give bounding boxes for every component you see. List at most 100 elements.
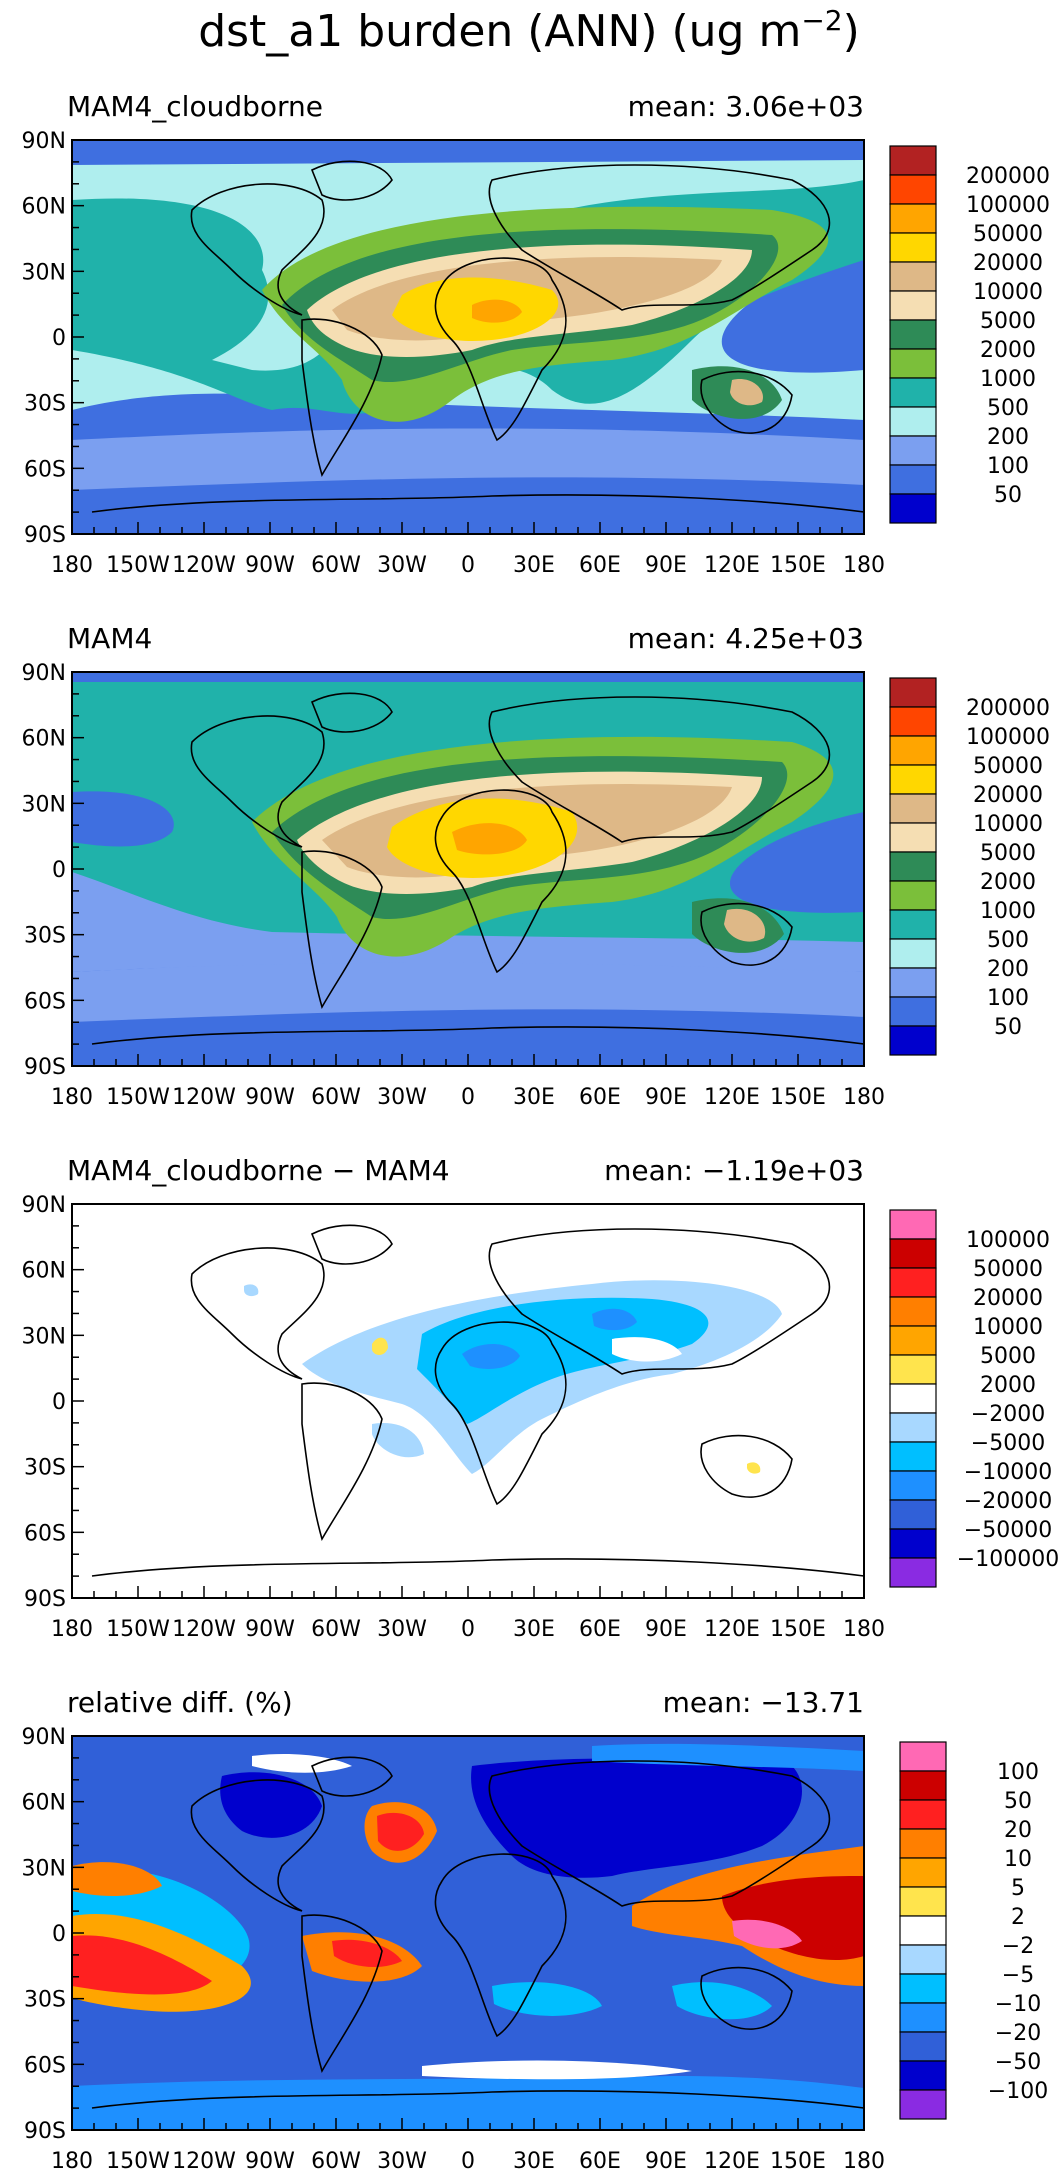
colorbar-swatch — [889, 1325, 937, 1356]
lon-tick-label: 150E — [770, 1085, 826, 1110]
lat-tick-label: 60N — [22, 1791, 66, 1816]
map-field — [72, 1204, 864, 1598]
lon-tick-label: 60W — [311, 2149, 361, 2174]
colorbar: 100 50 20 10 5 2 −2 −5 −10 −20 −50 −100 — [899, 1741, 1048, 2120]
colorbar-label: 5000 — [980, 841, 1036, 866]
colorbar-swatch — [889, 406, 937, 437]
colorbar-label: −2 — [1002, 1934, 1034, 1959]
lon-tick-label: 150W — [106, 2149, 170, 2174]
lat-tick-label: 30S — [24, 392, 66, 417]
lon-tick-label: 180 — [843, 2149, 885, 2174]
lon-tick-label: 180 — [51, 553, 93, 578]
colorbar-label: 20 — [1004, 1818, 1032, 1843]
lon-tick-label: 120E — [704, 2149, 760, 2174]
lon-tick-label: 30E — [513, 1617, 555, 1642]
lon-tick-label: 150E — [770, 1617, 826, 1642]
lat-tick-label: 90S — [24, 1587, 66, 1612]
coastlines — [91, 1756, 865, 2109]
colorbar-label: 50000 — [973, 222, 1043, 247]
colorbar-swatch — [889, 996, 937, 1027]
colorbar-swatch — [889, 1470, 937, 1501]
lon-tick-label: 90E — [645, 2149, 687, 2174]
colorbar-label: 10000 — [973, 1315, 1043, 1340]
figure-title-exponent: −2 — [801, 4, 842, 37]
colorbar: 100000 50000 20000 10000 5000 2000 −2000 −5000 −… — [889, 1209, 1058, 1588]
colorbar-swatch — [889, 493, 937, 524]
colorbar-label: 20000 — [973, 251, 1043, 276]
colorbar-swatch — [889, 1267, 937, 1298]
panel-cloudborne: MAM4_cloudborne mean: 3.06e+03 — [22, 90, 1050, 578]
latitude-axis: 90N 60N 30N 0 30S 60S 90S — [22, 1193, 84, 1612]
panel-left-title: MAM4_cloudborne − MAM4 — [67, 1154, 450, 1187]
colorbar-swatch — [899, 1828, 947, 1859]
colorbar-label: −10000 — [964, 1460, 1052, 1485]
lon-tick-label: 150E — [770, 2149, 826, 2174]
lat-tick-label: 90N — [22, 129, 66, 154]
lon-tick-label: 150W — [106, 1085, 170, 1110]
lat-tick-label: 90S — [24, 2119, 66, 2144]
colorbar-label: 10000 — [973, 812, 1043, 837]
colorbar-label: 5000 — [980, 309, 1036, 334]
lat-tick-label: 60S — [24, 2053, 66, 2078]
lat-tick-label: 30S — [24, 1456, 66, 1481]
colorbar-swatch — [889, 851, 937, 882]
colorbar-swatch — [899, 2002, 947, 2033]
lat-tick-label: 60S — [24, 457, 66, 482]
lat-tick-label: 0 — [52, 1390, 66, 1415]
colorbar-swatch — [899, 1770, 947, 1801]
map-field — [72, 1736, 864, 2130]
panel-mam4: MAM4 mean: 4.25e+03 — [22, 622, 1050, 1110]
lon-tick-label: 0 — [461, 1617, 475, 1642]
lon-tick-label: 30E — [513, 1085, 555, 1110]
lon-tick-label: 180 — [51, 1617, 93, 1642]
lon-tick-label: 180 — [843, 1085, 885, 1110]
colorbar-swatch — [889, 435, 937, 466]
colorbar-swatch — [889, 677, 937, 708]
colorbar-swatch — [889, 290, 937, 321]
lat-tick-label: 90N — [22, 1725, 66, 1750]
lon-tick-label: 0 — [461, 2149, 475, 2174]
colorbar-swatch — [889, 1354, 937, 1385]
colorbar-swatch — [889, 1296, 937, 1327]
colorbar-swatch — [889, 1383, 937, 1414]
panel-left-title: MAM4_cloudborne — [67, 90, 323, 123]
lat-tick-label: 0 — [52, 326, 66, 351]
lon-tick-label: 90W — [245, 553, 295, 578]
lon-tick-label: 150E — [770, 553, 826, 578]
colorbar-swatch — [889, 1499, 937, 1530]
colorbar-swatch — [889, 1238, 937, 1269]
colorbar-swatch — [889, 1557, 937, 1588]
lon-tick-label: 120W — [172, 2149, 236, 2174]
lat-tick-label: 60N — [22, 727, 66, 752]
map-plot: 90N 60N 30N 0 30S 60S 90S 180 150W 120W 90W 60W 30W… — [22, 1725, 885, 2174]
panel-mean-label: mean: 4.25e+03 — [628, 622, 864, 655]
colorbar-swatch — [899, 1799, 947, 1830]
lon-tick-label: 0 — [461, 553, 475, 578]
panel-mean-label: mean: −1.19e+03 — [604, 1154, 864, 1187]
lon-tick-label: 30W — [377, 553, 427, 578]
colorbar-label: −5 — [1002, 1963, 1034, 1988]
colorbar-label: −50000 — [964, 1518, 1052, 1543]
colorbar-label: 2000 — [980, 1373, 1036, 1398]
colorbar-swatch — [889, 261, 937, 292]
lon-tick-label: 90E — [645, 1617, 687, 1642]
colorbar-swatch — [899, 2060, 947, 2091]
lon-tick-label: 90W — [245, 1617, 295, 1642]
colorbar-label: 5000 — [980, 1344, 1036, 1369]
colorbar-label: 50 — [994, 483, 1022, 508]
colorbar-label: 100 — [987, 454, 1029, 479]
colorbar-label: −50 — [995, 2050, 1041, 2075]
colorbar-swatch — [889, 174, 937, 205]
colorbar-swatch — [899, 1915, 947, 1946]
lon-tick-label: 30E — [513, 2149, 555, 2174]
lat-tick-label: 30N — [22, 260, 66, 285]
colorbar-label: −2000 — [971, 1402, 1045, 1427]
panel-mean-label: mean: 3.06e+03 — [628, 90, 864, 123]
longitude-axis: 180 150W 120W 90W 60W 30W 0 30E 60E 90E 120E 150E 18… — [51, 522, 885, 578]
lat-tick-label: 90N — [22, 1193, 66, 1218]
colorbar-label: 20000 — [973, 1286, 1043, 1311]
lon-tick-label: 120W — [172, 1085, 236, 1110]
coastlines — [91, 692, 865, 1045]
lon-tick-label: 60E — [579, 2149, 621, 2174]
figure-title: dst_a1 burden (ANN) (ug m−2) — [198, 4, 860, 57]
